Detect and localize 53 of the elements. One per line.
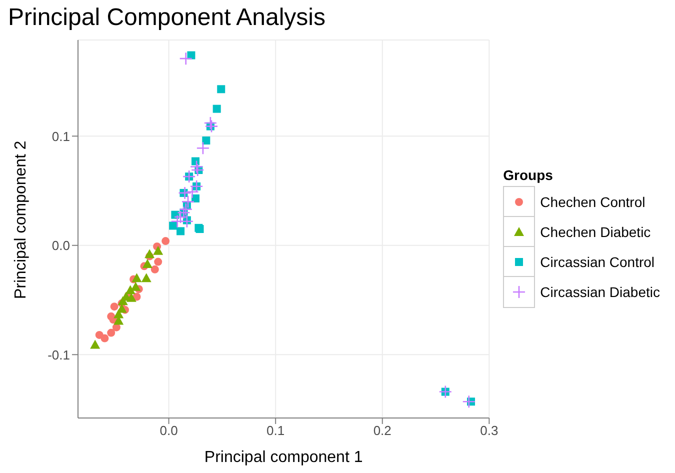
point [144,249,155,258]
point [181,195,195,208]
point [202,136,210,145]
point [190,160,204,174]
point [212,104,221,113]
point [142,258,152,268]
point [118,296,128,306]
point [187,51,196,60]
point [100,334,109,342]
point [204,120,218,133]
point [438,385,452,398]
chart-title: Principal Component Analysis [8,4,326,32]
point [132,273,142,282]
point [90,340,100,349]
point [130,282,141,291]
x-axis-title: Principal component 1 [204,449,363,466]
legend-title: Groups [503,167,554,183]
legend-label: Chechen Control [540,194,646,210]
point [178,186,192,200]
point [179,202,193,216]
legend-label: Circassian Control [540,254,655,270]
point [179,52,193,66]
legend-label: Circassian Diabetic [540,284,660,300]
point [190,180,204,194]
point [107,328,116,337]
x-tick-label: 0.3 [480,423,498,438]
point [153,246,164,255]
point [162,237,170,246]
point [186,185,199,199]
point [182,170,196,184]
point [170,214,184,228]
point [154,258,162,266]
legend-label: Chechen Diabetic [540,224,651,240]
point [125,285,136,294]
y-axis-title: Principal component 2 [12,140,30,299]
point [196,142,210,155]
y-tick-label: -0.1 [48,347,70,362]
point [126,292,136,302]
point [169,222,178,230]
point [176,227,185,236]
x-tick-label: 0.2 [373,423,392,438]
y-tick-label: 0.0 [52,238,70,253]
point [217,85,226,94]
x-tick-label: 0.0 [160,423,178,438]
point [141,273,152,282]
point [177,206,190,220]
point [190,163,204,177]
y-tick-label: 0.1 [52,128,70,144]
point [110,302,118,311]
point [204,116,218,130]
point [462,394,476,408]
point [150,265,159,274]
x-tick-label: 0.1 [266,423,285,438]
